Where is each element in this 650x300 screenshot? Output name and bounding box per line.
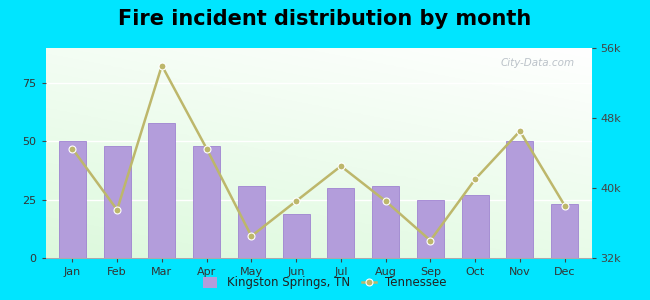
Bar — [372, 186, 399, 258]
Bar — [193, 146, 220, 258]
Bar — [506, 141, 533, 258]
Bar — [328, 188, 354, 258]
Bar — [59, 141, 86, 258]
Bar — [283, 214, 309, 258]
Bar — [551, 204, 578, 258]
Bar — [238, 186, 265, 258]
Bar — [104, 146, 131, 258]
Bar — [148, 123, 176, 258]
Text: Fire incident distribution by month: Fire incident distribution by month — [118, 9, 532, 29]
Text: City-Data.com: City-Data.com — [501, 58, 575, 68]
Legend: Kingston Springs, TN, Tennessee: Kingston Springs, TN, Tennessee — [198, 272, 452, 294]
Bar — [462, 195, 489, 258]
Bar — [417, 200, 444, 258]
